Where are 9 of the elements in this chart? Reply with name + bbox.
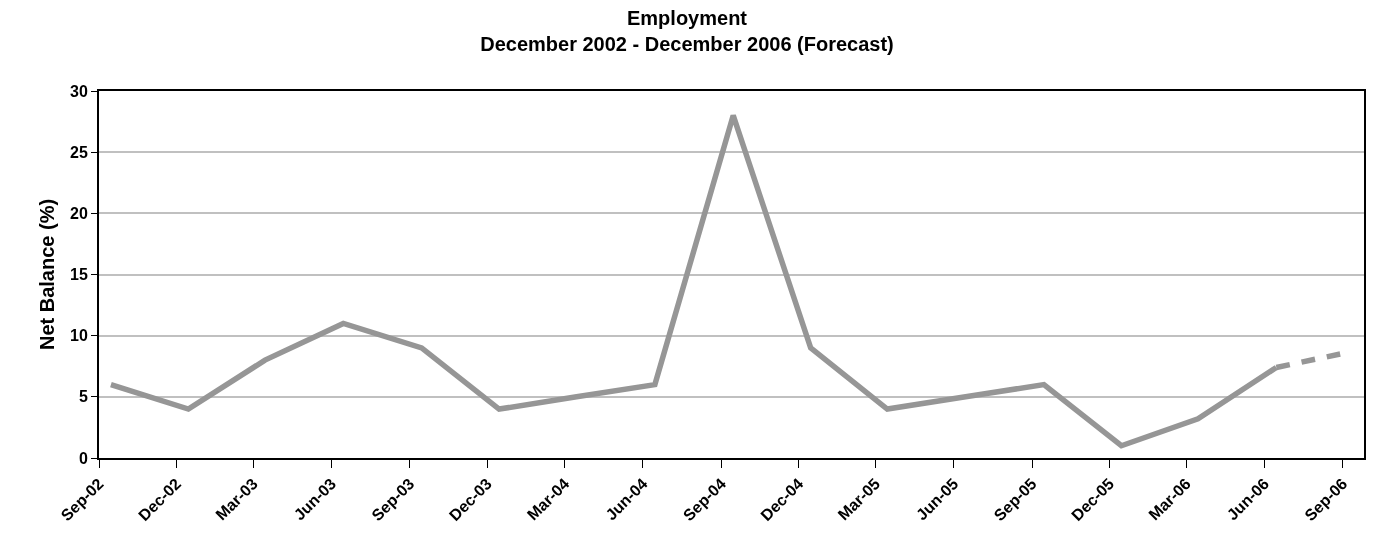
y-tick-label: 15 xyxy=(70,266,88,284)
y-tick-label: 5 xyxy=(78,388,88,406)
y-axis-title: Net Balance (%) xyxy=(36,198,58,351)
y-tick-label: 20 xyxy=(70,204,88,222)
y-tick-label: 25 xyxy=(70,143,88,161)
chart-title: Employment December 2002 - December 2006 (Forecast) xyxy=(480,7,894,55)
y-tick-label: 10 xyxy=(70,327,88,345)
y-tick-label: 0 xyxy=(78,449,88,467)
y-tick-label: 30 xyxy=(70,82,88,100)
